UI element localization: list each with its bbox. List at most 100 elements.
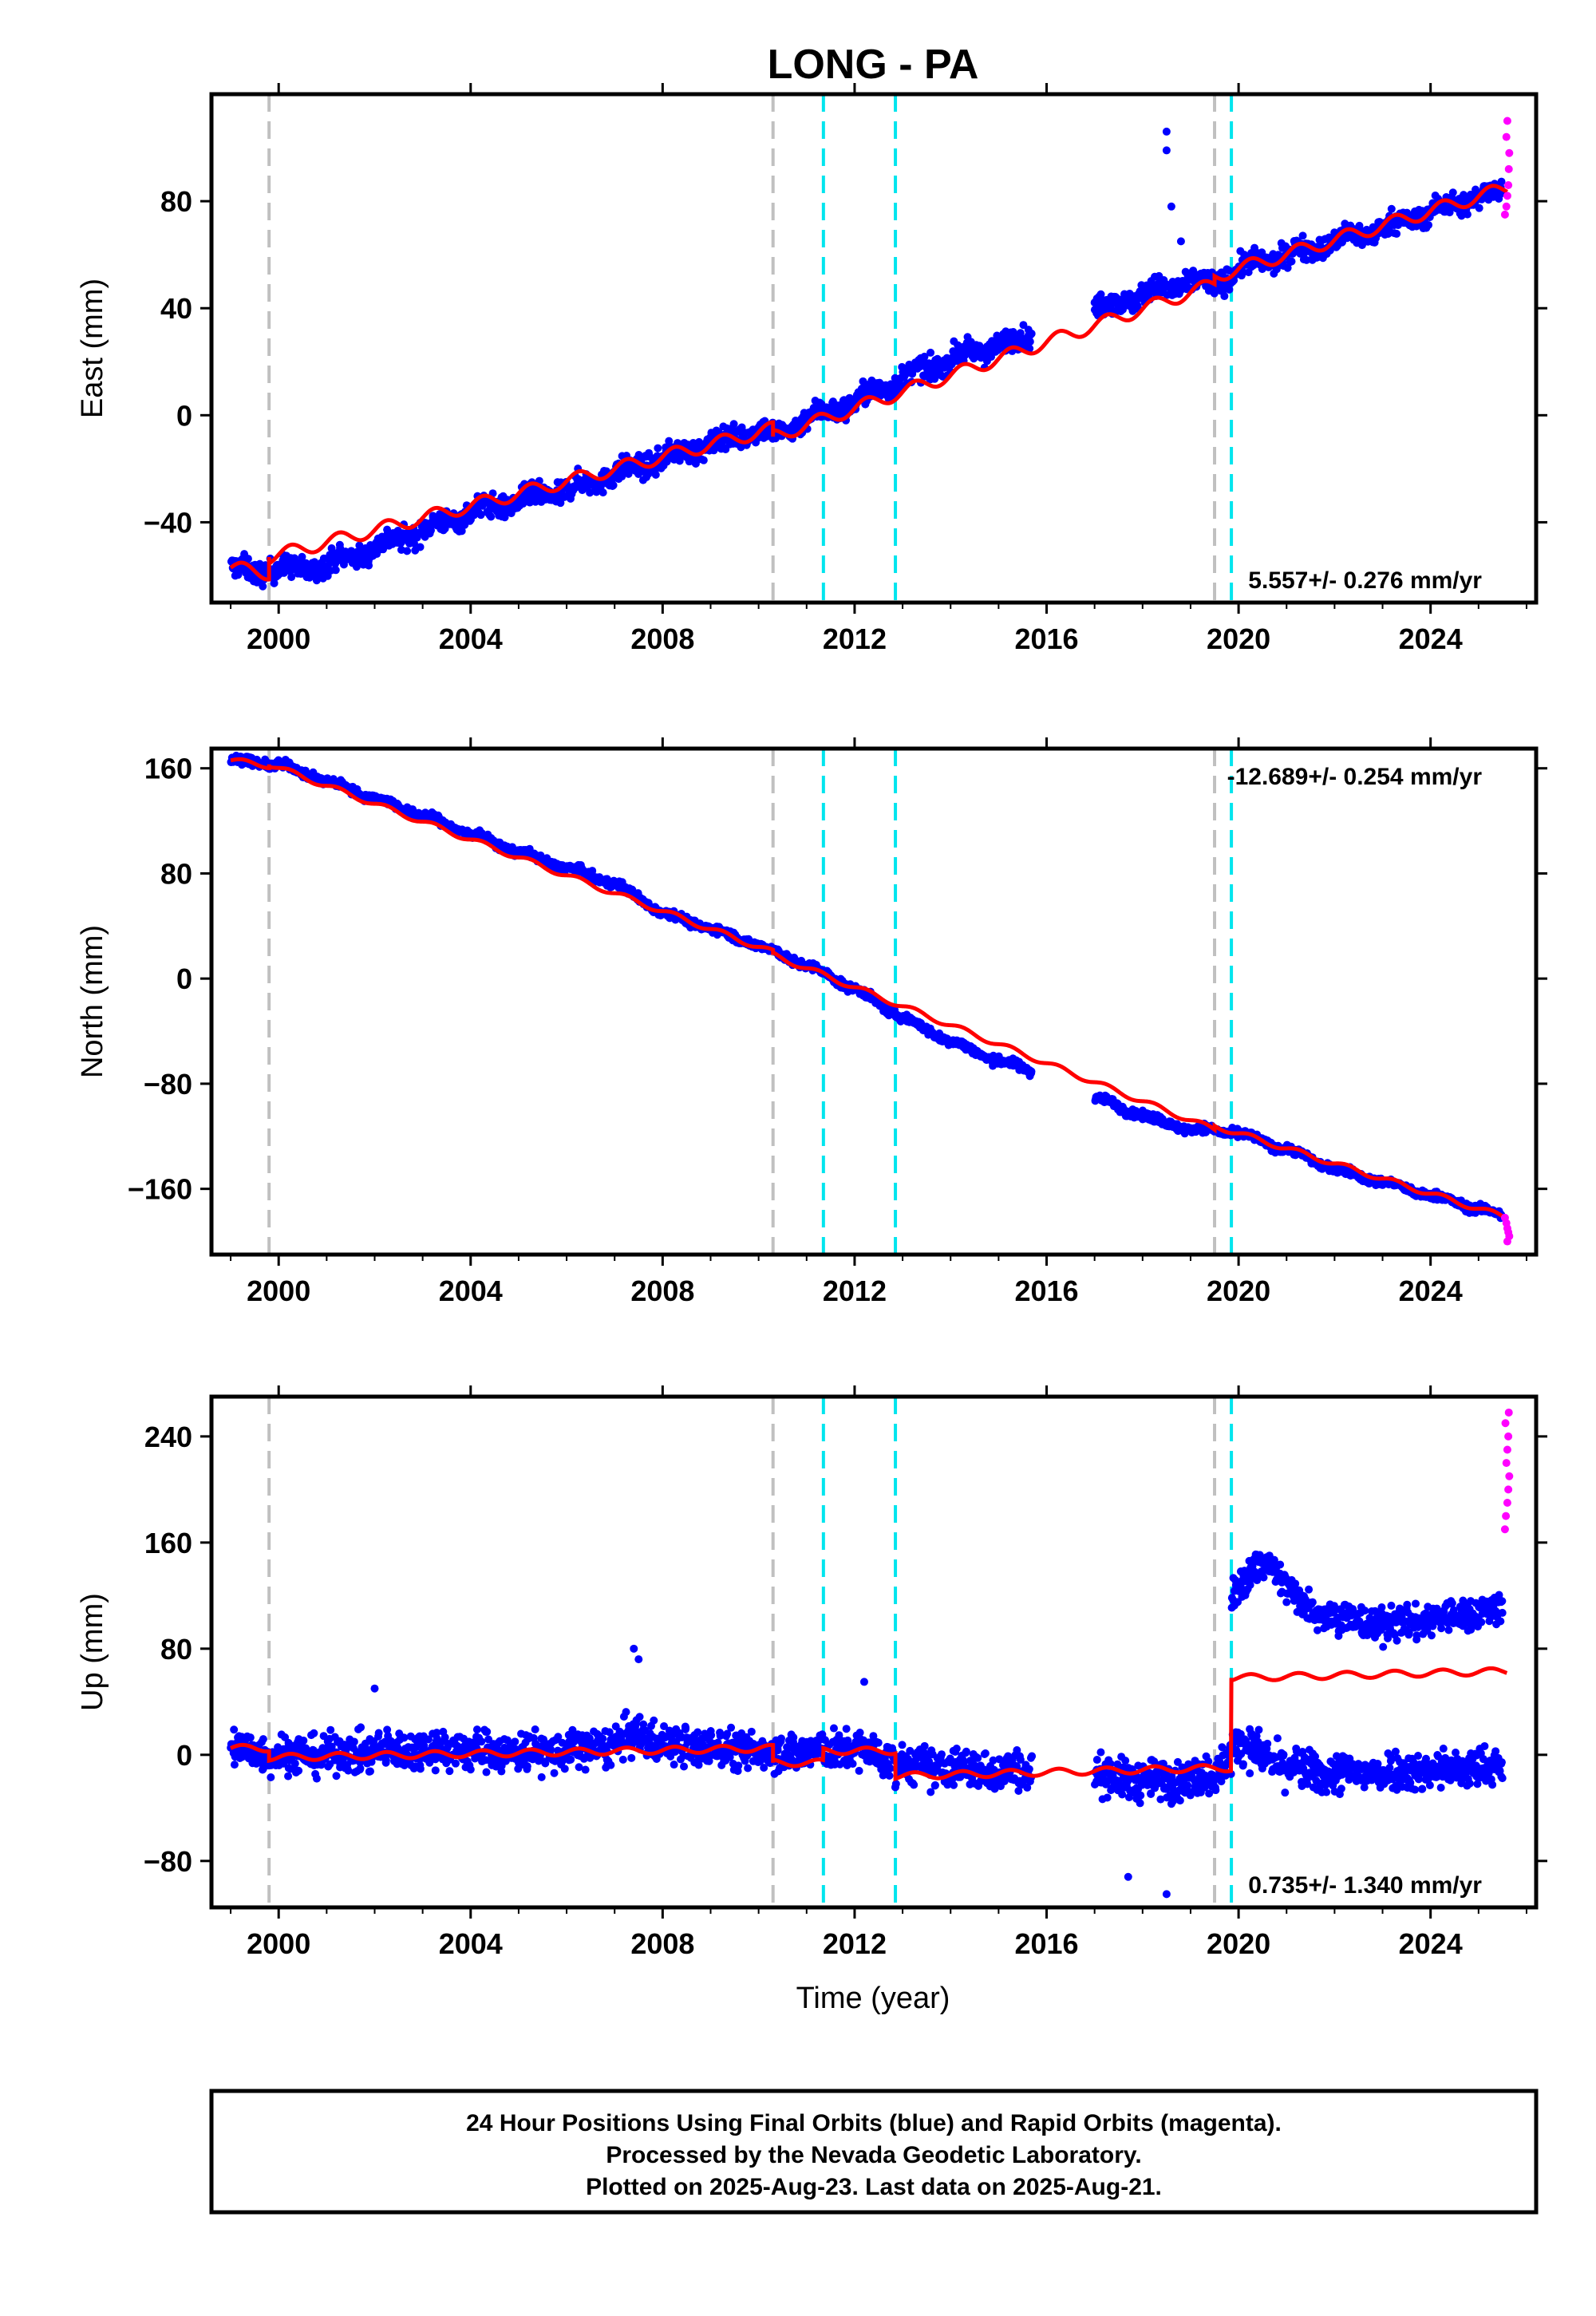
final-orbit-point (1393, 229, 1401, 238)
final-orbit-point (374, 1732, 383, 1741)
final-orbit-point (326, 1725, 335, 1734)
final-orbit-point (908, 370, 917, 378)
final-orbit-point (267, 1773, 275, 1782)
final-orbit-point (1448, 188, 1457, 197)
final-orbit-point (588, 867, 597, 875)
outlier-point (1167, 202, 1175, 211)
final-orbit-point (1027, 330, 1036, 338)
y-tick-label: −160 (128, 1173, 192, 1206)
x-tick-label: 2024 (1399, 622, 1463, 655)
final-orbit-point (1424, 220, 1433, 229)
final-orbit-point (1019, 321, 1028, 330)
x-tick-label: 2008 (630, 1275, 694, 1307)
y-axis-title: East (mm) (76, 279, 109, 418)
final-orbit-point (537, 1773, 546, 1781)
y-tick-label: −40 (144, 506, 192, 539)
final-orbit-point (457, 527, 466, 536)
final-orbit-point (680, 1762, 689, 1771)
final-orbit-point (670, 1761, 678, 1769)
final-orbit-point (325, 559, 334, 567)
plot-frame (209, 746, 1539, 1257)
final-orbit-point (622, 1708, 630, 1717)
final-orbit-point (298, 552, 306, 561)
y-tick-label: 0 (176, 962, 192, 995)
final-orbit-point (1497, 177, 1506, 186)
rapid-orbit-point (1502, 202, 1511, 211)
final-orbit-point (284, 1772, 293, 1780)
final-orbit-point (737, 423, 746, 432)
final-orbit-point (635, 1713, 644, 1721)
final-orbit-point (1387, 204, 1396, 213)
y-tick-label: 80 (160, 857, 192, 890)
plot-frame (209, 92, 1539, 605)
y-tick-label: 80 (160, 185, 192, 218)
final-orbit-point (606, 1761, 615, 1769)
final-orbit-point (230, 1761, 239, 1769)
velocity-label: 5.557+/- 0.276 mm/yr (1248, 567, 1482, 594)
final-orbit-point (618, 1755, 627, 1764)
rapid-orbit-point (1502, 132, 1511, 141)
final-orbit-point (1283, 263, 1292, 272)
final-orbit-point (556, 499, 565, 508)
rapid-orbit-point (1503, 192, 1511, 200)
final-orbit-point (650, 1716, 658, 1725)
final-orbit-point (243, 555, 252, 563)
rapid-orbit-point (1505, 148, 1514, 157)
final-orbit-point (246, 1733, 255, 1742)
final-orbit-point (482, 1768, 491, 1777)
final-orbit-point (609, 481, 618, 490)
final-orbit-point (598, 488, 607, 497)
final-orbit-point (654, 444, 662, 453)
rapid-orbit-point (1500, 210, 1509, 219)
final-orbit-point (920, 352, 929, 361)
final-orbit-point (598, 1734, 607, 1743)
final-orbit-point (651, 470, 660, 479)
final-orbit-point (270, 579, 279, 587)
final-orbit-point (365, 561, 373, 570)
final-orbit-point (290, 1759, 299, 1768)
final-orbit-point (550, 1769, 559, 1777)
chart-title: LONG - PA (768, 41, 979, 88)
north-panel: 2000 2004 2008 2012 2016 2020 2024−160−8008016… (76, 737, 1547, 1307)
final-orbit-point (332, 1772, 341, 1780)
y-tick-label: 0 (176, 399, 192, 432)
final-orbit-point (477, 1737, 486, 1746)
x-tick-label: 2012 (823, 622, 887, 655)
final-orbit-point (699, 456, 708, 464)
final-orbit-point (1220, 292, 1229, 301)
final-orbit-point (472, 1725, 481, 1734)
final-orbit-point (365, 1767, 374, 1776)
final-orbit-point (729, 420, 738, 429)
x-tick-label: 2004 (439, 1275, 503, 1307)
x-tick-label: 2000 (247, 1275, 310, 1307)
final-orbit-point (665, 437, 674, 445)
x-tick-label: 2004 (439, 622, 503, 655)
final-orbit-point (487, 512, 496, 521)
final-orbit-point (294, 1766, 303, 1775)
final-orbit-point (383, 525, 392, 534)
final-orbit-point (287, 573, 296, 582)
east-panel: 2000 2004 2008 2012 2016 2020 2024−4004080East… (76, 83, 1547, 655)
final-orbit-point (1225, 285, 1234, 294)
final-orbit-point (930, 374, 939, 383)
final-orbit-point (511, 1737, 519, 1746)
rapid-orbit-point (1504, 180, 1513, 189)
final-orbit-point (560, 1765, 569, 1773)
final-orbit-point (1025, 338, 1034, 346)
final-orbit-point (531, 497, 540, 506)
final-orbit-point (431, 1766, 440, 1775)
up-panel: 2000 2004 2008 2012 2016 2020 2024−80080160240… (76, 1385, 1547, 1960)
final-orbit-point (1298, 231, 1307, 240)
final-orbit-point (416, 543, 425, 551)
final-orbit-point (416, 1765, 425, 1773)
final-orbit-point (356, 1764, 365, 1773)
final-orbit-point (681, 1724, 690, 1733)
rapid-orbit-point (1503, 1237, 1511, 1246)
final-orbit-point (1025, 344, 1034, 353)
final-orbit-point (1457, 211, 1466, 220)
final-orbit-point (531, 1725, 539, 1733)
y-tick-label: 160 (144, 753, 192, 785)
x-tick-label: 2020 (1207, 622, 1270, 655)
model-fit-line (230, 757, 1509, 1221)
plot-area (227, 749, 1514, 1255)
